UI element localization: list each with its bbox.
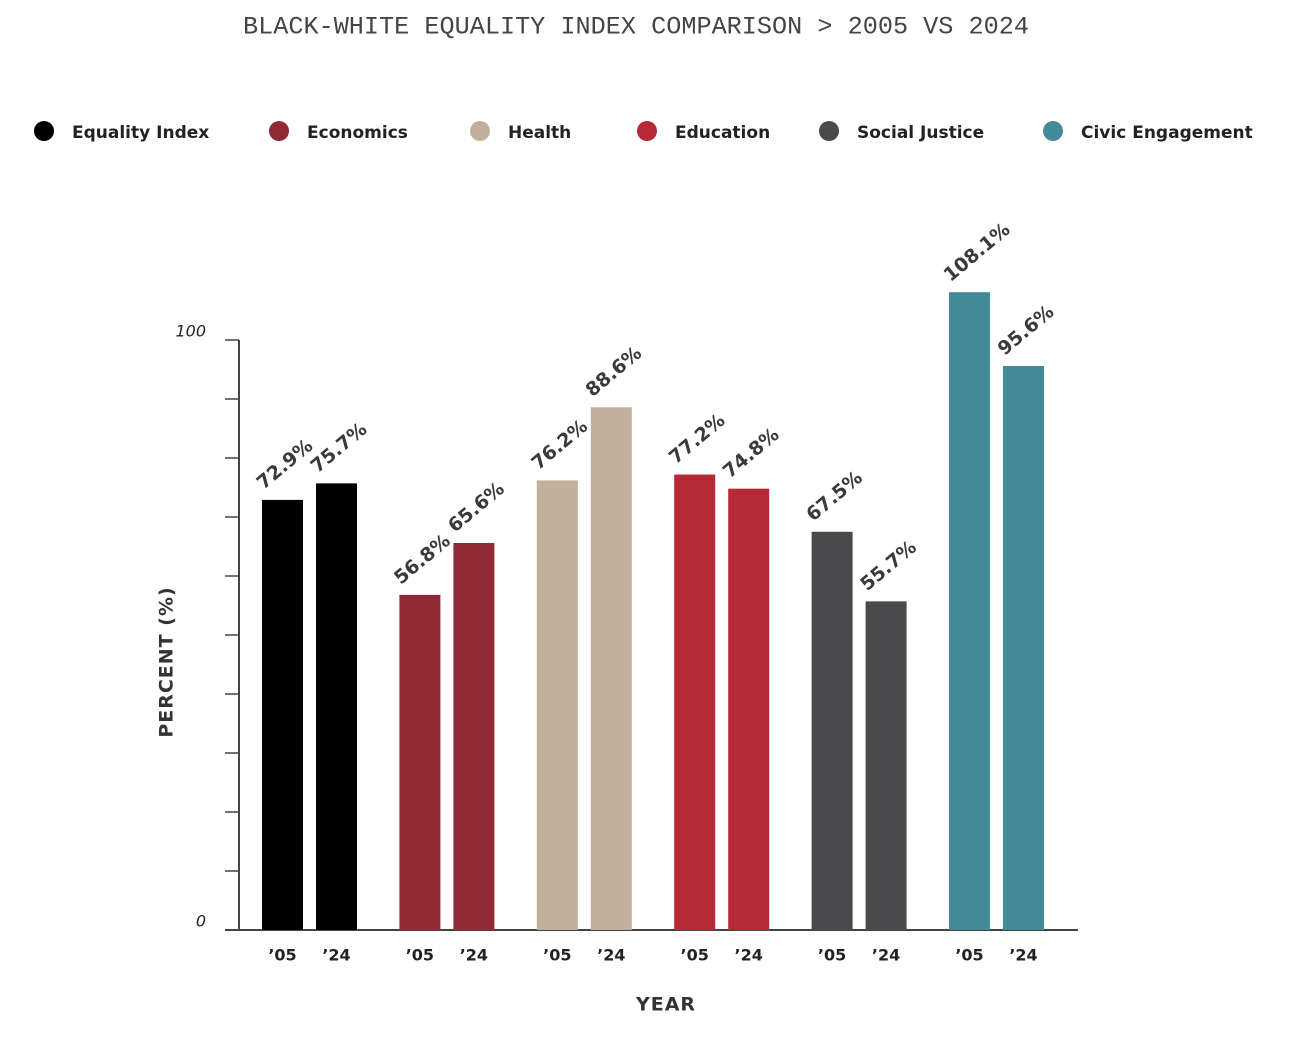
legend-marker [269,121,289,141]
bar [949,292,990,931]
value-label: 72.9% [253,435,318,494]
legend-label: Social Justice [857,123,984,143]
x-tick-label: ’24 [597,946,625,965]
value-label: 108.1% [940,219,1015,287]
value-label: 75.7% [307,418,372,477]
legend-label: Economics [307,123,408,143]
bar [316,483,357,930]
legend-marker [637,121,657,141]
x-tick-label: ’05 [681,946,709,965]
legend-label: Civic Engagement [1081,123,1253,143]
y-tick-label: 0 [196,912,206,931]
chart-title: BLACK-WHITE EQUALITY INDEX COMPARISON > … [243,13,1029,42]
bar [536,480,578,930]
bar [590,407,632,930]
bar [1003,365,1044,931]
x-tick-label: ’05 [406,946,434,965]
bar [399,594,441,930]
bar [674,474,716,930]
value-label: 88.6% [581,342,646,401]
value-label: 65.6% [444,478,509,537]
legend-marker [1043,121,1063,141]
value-label: 95.6% [994,301,1059,360]
legend-marker [819,121,839,141]
x-tick-label: ’24 [322,946,350,965]
y-axis-title: PERCENT (%) [156,586,178,737]
value-label: 55.7% [856,536,921,595]
legend-marker [470,121,490,141]
value-label: 74.8% [719,423,784,482]
x-tick-label: ’24 [460,946,488,965]
bar [453,542,495,930]
y-tick-label: 100 [175,322,206,341]
legend-label: Equality Index [72,123,209,143]
bar [728,488,770,930]
x-tick-label: ’05 [543,946,571,965]
bar [865,601,907,930]
x-tick-label: ’24 [735,946,763,965]
value-label: 77.2% [665,409,730,468]
bar [811,531,853,930]
legend-label: Education [675,123,770,143]
legend-label: Health [508,123,571,143]
x-tick-label: ’05 [818,946,846,965]
bar [262,499,303,930]
value-label: 67.5% [802,467,867,526]
x-tick-label: ’05 [955,946,983,965]
value-label: 76.2% [527,415,592,474]
x-tick-label: ’24 [872,946,900,965]
legend-marker [34,121,54,141]
x-axis-title: YEAR [635,994,696,1016]
x-tick-label: ’24 [1009,946,1037,965]
x-tick-label: ’05 [268,946,296,965]
value-label: 56.8% [390,530,455,589]
